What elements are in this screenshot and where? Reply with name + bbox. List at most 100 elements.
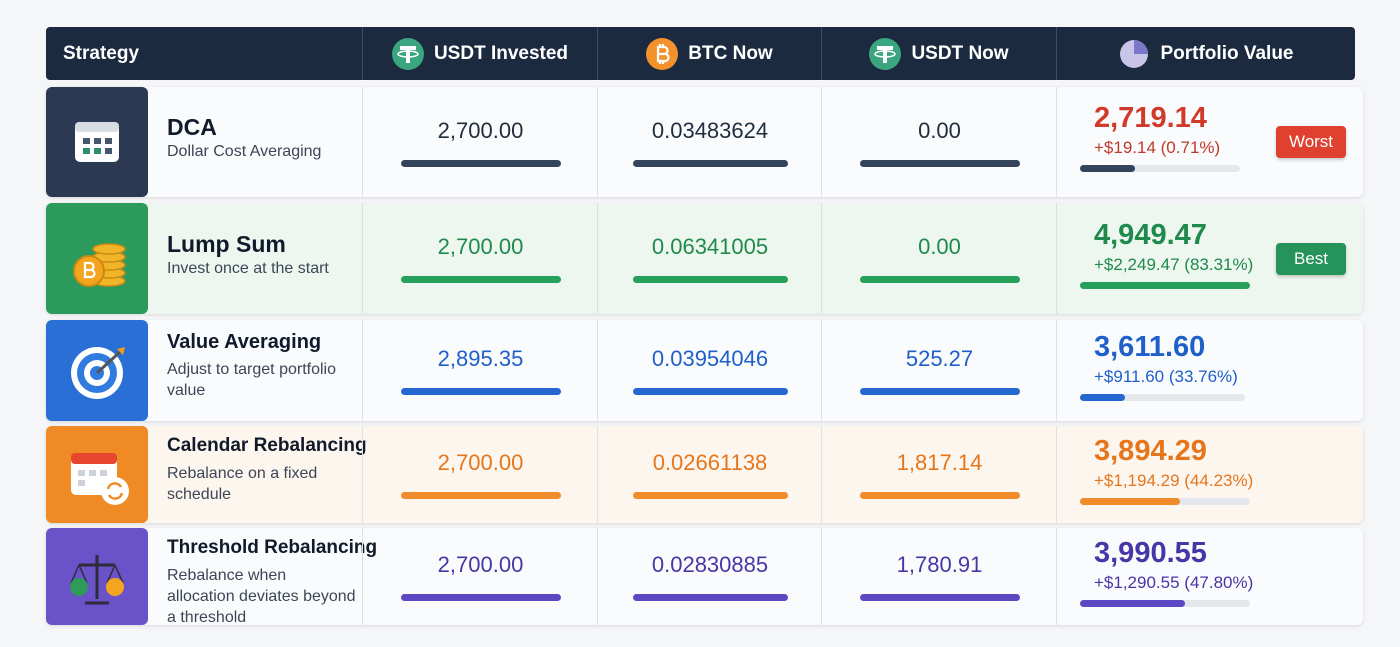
header-label: USDT Now xyxy=(911,42,1009,64)
cell-underline xyxy=(400,594,561,601)
cell-underline xyxy=(400,276,561,283)
strategy-description: Adjust to target portfolio value xyxy=(167,360,336,399)
portfolio-value: 3,894.29 xyxy=(1094,434,1207,467)
portfolio-value: 4,949.47 xyxy=(1094,218,1207,251)
cell-value: 2,700.00 xyxy=(437,117,524,143)
progress-track xyxy=(1080,281,1250,289)
strategy-name: Value Averaging xyxy=(167,330,322,353)
cell-underline xyxy=(632,159,788,167)
progress-fill xyxy=(1080,497,1180,505)
cell-value: 0.00 xyxy=(918,117,961,143)
rank-badge: Worst xyxy=(1276,126,1346,158)
cell-underline xyxy=(400,492,561,499)
icon-graphic xyxy=(71,452,129,505)
portfolio-cell xyxy=(1056,528,1364,625)
value-cell: 525.27 xyxy=(821,320,1057,421)
cell-underline xyxy=(859,159,1020,167)
value-cell: 0.02661138 xyxy=(597,426,822,523)
strategy-description: Rebalance on a fixed schedule xyxy=(167,464,318,503)
header-cell: BTC Now xyxy=(597,27,821,80)
portfolio-cell xyxy=(1056,426,1364,523)
cell-underline xyxy=(632,276,788,283)
portfolio-cell xyxy=(1056,203,1364,314)
tether-icon xyxy=(869,37,902,70)
cell-underline xyxy=(632,492,788,499)
progress-track xyxy=(1080,497,1250,505)
icon-graphic xyxy=(75,122,119,162)
portfolio-change: +$1,290.55 (47.80%) xyxy=(1094,572,1254,592)
value-cell: 2,895.35 xyxy=(362,320,598,421)
cell-underline xyxy=(859,492,1020,499)
cell-value: 1,780.91 xyxy=(896,552,983,577)
value-cell: 1,817.14 xyxy=(821,426,1057,523)
rank-badge: Best xyxy=(1276,242,1346,275)
strategy-icon xyxy=(46,203,148,314)
portfolio-cell xyxy=(1056,320,1364,421)
strategy-icon xyxy=(46,87,148,197)
header-label: Portfolio Value xyxy=(1160,42,1294,64)
bitcoin-icon xyxy=(646,37,679,70)
strategy-description: Dollar Cost Averaging xyxy=(167,143,322,160)
table-row: DCA Dollar Cost Averaging 2,700.00 0.034836… xyxy=(46,87,1363,197)
table-row: Calendar Rebalancing Rebalance on a fixed… xyxy=(46,426,1363,523)
strategy-icon xyxy=(46,426,148,523)
strategy-name: Lump Sum xyxy=(167,230,286,257)
value-cell: 0.00 xyxy=(821,87,1057,197)
portfolio-change: +$1,194.29 (44.23%) xyxy=(1094,470,1254,490)
cell-value: 2,700.00 xyxy=(437,552,524,577)
portfolio-value: 2,719.14 xyxy=(1094,102,1207,134)
strategy-icon xyxy=(46,320,148,421)
cell-value: 0.02661138 xyxy=(652,450,768,475)
value-cell: 2,700.00 xyxy=(362,426,598,523)
tether-icon xyxy=(391,37,424,70)
table-row: Value Averaging Adjust to target portfoli… xyxy=(46,320,1363,421)
value-cell: 2,700.00 xyxy=(362,87,598,197)
value-cell: 0.06341005 xyxy=(597,203,822,314)
cell-underline xyxy=(400,388,561,395)
header-cell: USDT Now xyxy=(821,27,1056,80)
value-cell: 0.03483624 xyxy=(597,87,822,197)
cell-value: 0.03954046 xyxy=(651,346,769,371)
progress-fill xyxy=(1080,165,1135,172)
portfolio-change: +$911.60 (33.76%) xyxy=(1094,366,1238,386)
strategy-description: Rebalance when allocation deviates beyon… xyxy=(167,566,356,626)
value-cell: 0.00 xyxy=(821,203,1057,314)
cell-underline xyxy=(632,594,788,601)
progress-track xyxy=(1080,393,1245,401)
cell-value: 0.03483624 xyxy=(651,117,769,143)
value-cell: 1,780.91 xyxy=(821,528,1057,625)
header-cell: USDT Invested xyxy=(362,27,597,80)
value-cell: 2,700.00 xyxy=(362,528,598,625)
portfolio-value: 3,611.60 xyxy=(1094,330,1206,363)
cell-value: 525.27 xyxy=(905,346,974,371)
portfolio-cell xyxy=(1056,87,1364,197)
header-label: BTC Now xyxy=(688,42,773,64)
cell-underline xyxy=(859,594,1020,601)
cell-value: 0.06341005 xyxy=(651,234,769,259)
progress-fill xyxy=(1080,393,1125,401)
strategy-name: Threshold Rebalancing xyxy=(167,536,378,558)
cell-value: 2,895.35 xyxy=(437,346,524,371)
progress-fill xyxy=(1080,599,1185,607)
pie-icon xyxy=(1120,39,1149,68)
icon-graphic xyxy=(73,242,126,287)
cell-value: 2,700.00 xyxy=(437,234,524,259)
header-label: USDT Invested xyxy=(433,42,569,64)
strategy-description: Invest once at the start xyxy=(167,259,329,277)
table-header: Strategy USDT Invested BTC Now USDT Now … xyxy=(46,27,1355,80)
cell-value: 2,700.00 xyxy=(437,450,524,475)
cell-underline xyxy=(859,276,1020,283)
header-cell: Strategy xyxy=(46,27,362,80)
cell-underline xyxy=(632,388,788,395)
icon-graphic xyxy=(70,554,124,604)
cell-underline xyxy=(859,388,1020,395)
progress-track xyxy=(1080,165,1240,172)
cell-value: 0.02830885 xyxy=(651,552,769,577)
portfolio-change: +$2,249.47 (83.31%) xyxy=(1094,254,1254,274)
cell-underline xyxy=(400,159,561,167)
portfolio-value: 3,990.55 xyxy=(1094,536,1207,569)
portfolio-change: +$19.14 (0.71%) xyxy=(1094,138,1221,157)
progress-fill xyxy=(1080,281,1250,289)
icon-graphic xyxy=(71,346,125,399)
